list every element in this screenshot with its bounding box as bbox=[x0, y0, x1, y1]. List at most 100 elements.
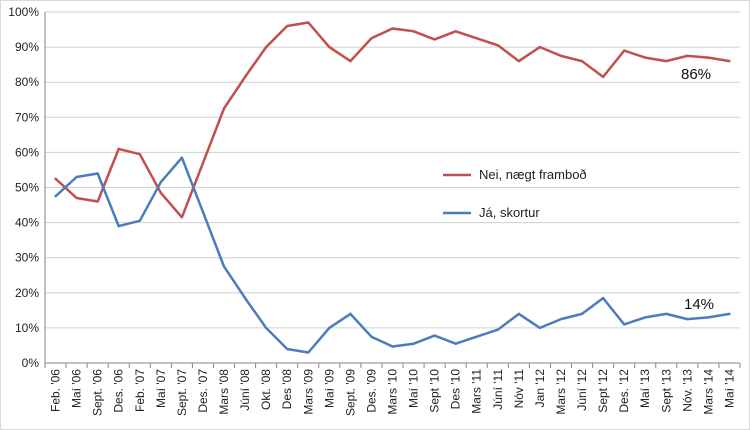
data-point bbox=[243, 296, 247, 300]
x-tick-label: Des. '07 bbox=[196, 369, 210, 413]
data-point bbox=[285, 24, 289, 28]
data-point bbox=[328, 326, 331, 330]
y-tick-label: 0% bbox=[22, 356, 40, 370]
data-point bbox=[222, 107, 226, 110]
data-point bbox=[644, 56, 647, 59]
data-point bbox=[159, 181, 163, 184]
data-point bbox=[391, 345, 394, 348]
x-tick-label: Des '08 bbox=[280, 369, 294, 410]
data-point bbox=[707, 56, 710, 59]
end-label-ja: 14% bbox=[684, 296, 714, 313]
x-tick-label: Jan '12 bbox=[533, 369, 547, 408]
x-tick-label: Maí '10 bbox=[407, 369, 421, 408]
y-tick-label: 80% bbox=[15, 75, 39, 89]
data-point bbox=[349, 312, 352, 316]
data-point bbox=[707, 316, 710, 319]
x-tick-label: Maí '14 bbox=[722, 369, 736, 408]
x-axis bbox=[44, 12, 741, 368]
y-tick-label: 60% bbox=[15, 145, 39, 159]
data-point bbox=[412, 30, 415, 33]
data-point bbox=[370, 335, 373, 338]
y-tick-label: 40% bbox=[15, 216, 39, 230]
x-tick-label: Des. '12 bbox=[617, 369, 631, 413]
x-axis-ticks: Feb. '06 Maí '06 Sept. '06 Des. '06 Feb. '07… bbox=[49, 369, 737, 416]
x-tick-label: Sept. '09 bbox=[343, 369, 357, 416]
data-point bbox=[622, 49, 626, 52]
x-tick-label: Mars '08 bbox=[217, 369, 231, 415]
data-point bbox=[307, 351, 310, 354]
data-point bbox=[538, 45, 542, 49]
x-tick-label: Feb. '06 bbox=[49, 369, 63, 412]
x-tick-label: Nóv. '13 bbox=[680, 369, 694, 412]
data-point bbox=[75, 175, 78, 179]
data-point bbox=[54, 177, 57, 180]
end-value-labels: 86% 14% bbox=[681, 66, 714, 313]
data-point bbox=[475, 335, 478, 338]
data-point bbox=[644, 316, 647, 319]
x-tick-label: Des '10 bbox=[449, 369, 463, 410]
x-tick-label: Mars '11 bbox=[470, 369, 484, 414]
data-point bbox=[307, 21, 310, 24]
data-point bbox=[117, 224, 120, 228]
x-tick-label: Mars '10 bbox=[386, 369, 400, 415]
y-tick-label: 70% bbox=[15, 110, 39, 124]
y-tick-label: 100% bbox=[8, 5, 39, 19]
data-point bbox=[433, 38, 436, 41]
data-point bbox=[517, 312, 521, 316]
x-tick-label: Mars '12 bbox=[554, 369, 568, 415]
data-point bbox=[559, 317, 563, 321]
legend-label-nei: Nei, nægt framboð bbox=[479, 167, 587, 182]
y-tick-label: 50% bbox=[15, 181, 39, 195]
data-point bbox=[201, 161, 205, 165]
data-point bbox=[559, 54, 563, 58]
data-point bbox=[665, 59, 668, 63]
x-tick-label: Mars '14 bbox=[701, 369, 715, 415]
data-point bbox=[243, 75, 247, 79]
data-point bbox=[391, 27, 394, 30]
x-tick-label: Feb. '07 bbox=[133, 369, 147, 412]
data-point bbox=[412, 342, 415, 345]
data-point bbox=[96, 172, 99, 175]
data-point bbox=[580, 312, 584, 316]
data-point bbox=[222, 265, 226, 268]
y-tick-label: 30% bbox=[15, 251, 39, 265]
data-point bbox=[180, 216, 184, 219]
x-tick-label: Sept '13 bbox=[659, 369, 673, 413]
data-point bbox=[264, 326, 268, 330]
data-point bbox=[601, 75, 605, 79]
x-tick-label: Nóv '11 bbox=[512, 369, 526, 409]
data-point bbox=[496, 328, 500, 331]
data-point bbox=[433, 334, 436, 337]
x-tick-label: Júní '08 bbox=[238, 369, 252, 411]
x-tick-label: Okt. '08 bbox=[259, 369, 273, 410]
data-point bbox=[117, 147, 120, 151]
x-tick-label: Sept. '07 bbox=[175, 369, 189, 416]
y-tick-label: 10% bbox=[15, 321, 39, 335]
x-tick-label: Mars '09 bbox=[301, 369, 315, 415]
data-point bbox=[686, 54, 689, 58]
data-point bbox=[349, 59, 352, 63]
x-tick-label: Maí '06 bbox=[70, 369, 84, 408]
data-point bbox=[580, 59, 584, 63]
legend: Nei, nægt framboð Já, skortur bbox=[443, 167, 587, 220]
x-tick-label: Des. '06 bbox=[112, 369, 126, 413]
x-tick-label: Sept '10 bbox=[428, 369, 442, 413]
data-point bbox=[517, 59, 521, 63]
legend-item-nei: Nei, nægt framboð bbox=[443, 167, 587, 182]
data-point bbox=[728, 59, 731, 63]
data-point bbox=[686, 317, 689, 321]
data-point bbox=[454, 30, 457, 33]
data-point bbox=[601, 296, 605, 300]
x-tick-label: Maí '07 bbox=[154, 369, 168, 408]
x-tick-label: Júní '11 bbox=[491, 369, 505, 410]
legend-label-ja: Já, skortur bbox=[479, 205, 540, 220]
data-point bbox=[454, 342, 457, 345]
data-point bbox=[328, 45, 331, 49]
data-point bbox=[138, 219, 141, 223]
x-tick-label: Maí '13 bbox=[638, 369, 652, 408]
x-tick-label: Júní '12 bbox=[575, 369, 589, 411]
data-point bbox=[138, 152, 141, 156]
